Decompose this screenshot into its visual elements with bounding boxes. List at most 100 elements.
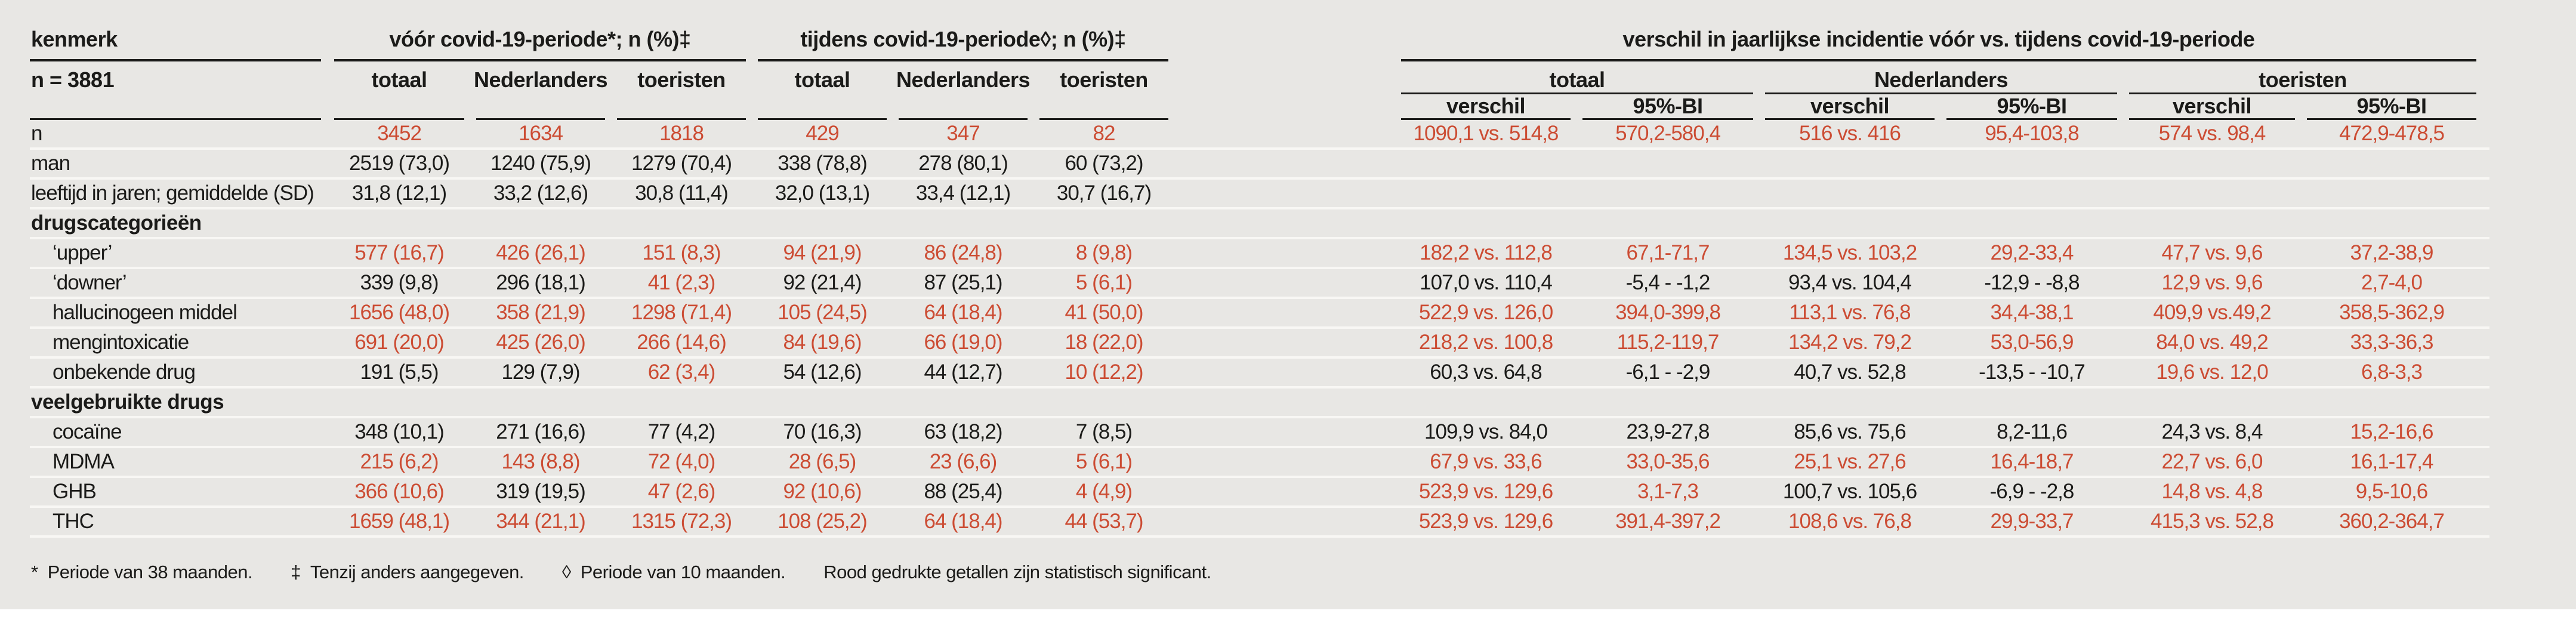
value-cell: 366 (10,6) xyxy=(354,480,445,503)
value-cell: 15,2-16,6 xyxy=(2350,420,2434,443)
value-cell: 70 (16,3) xyxy=(783,420,862,443)
value-cell: 296 (18,1) xyxy=(496,271,586,294)
value-cell: 134,5 vs. 103,2 xyxy=(1782,241,1917,264)
value-cell: 85,6 vs. 75,6 xyxy=(1794,420,1906,443)
table-row: ‘upper’ 577 (16,7) 426 (26,1) 151 (8,3) 94 (… xyxy=(30,239,2489,269)
value-cell: 72 (4,0) xyxy=(647,450,716,473)
value-cell: 8,2-11,6 xyxy=(1997,420,2068,443)
value-cell: 1315 (72,3) xyxy=(631,510,732,533)
value-cell: 1634 xyxy=(519,122,563,145)
value-cell: 23 (6,6) xyxy=(929,450,998,473)
value-cell: 1818 xyxy=(659,122,704,145)
table-row: MDMA 215 (6,2) 143 (8,8) 72 (4,0) 28 (6,5) 23… xyxy=(30,448,2489,478)
value-cell: 360,2-364,7 xyxy=(2339,510,2445,533)
value-cell: 44 (12,7) xyxy=(924,360,1002,384)
value-cell: 1298 (71,4) xyxy=(631,301,732,324)
sample-size-label: n = 3881 xyxy=(30,61,321,120)
value-cell: 415,3 vs. 52,8 xyxy=(2151,510,2274,533)
table-area: kenmerk vóór covid-19-periode*; n (%)‡ t… xyxy=(0,0,2576,609)
footnote-symbol: ◊ xyxy=(562,562,571,582)
row-label: drugscategorieën xyxy=(31,211,202,235)
value-cell: -12,9 - -8,8 xyxy=(1984,271,2080,294)
value-cell: -6,1 - -2,9 xyxy=(1625,360,1711,384)
value-cell: 358,5-362,9 xyxy=(2339,301,2445,324)
value-cell: 10 (12,2) xyxy=(1065,360,1143,384)
row-label: MDMA xyxy=(53,450,115,473)
value-cell: 191 (5,5) xyxy=(360,360,439,384)
value-cell: 107,0 vs. 110,4 xyxy=(1420,271,1553,294)
value-cell: 358 (21,9) xyxy=(496,301,586,324)
value-cell: 88 (25,4) xyxy=(924,480,1002,503)
value-cell: 84,0 vs. 49,2 xyxy=(2156,331,2268,354)
row-label: veelgebruikte drugs xyxy=(31,390,224,414)
value-cell: 1279 (70,4) xyxy=(631,152,732,175)
row-label: mengintoxicatie xyxy=(53,331,189,354)
value-cell: 29,2-33,4 xyxy=(1990,241,2074,264)
footnote-part: ‡ Tenzij anders aangegeven. xyxy=(291,562,524,583)
leaf-header-verschil: verschil xyxy=(2129,94,2295,120)
row-label: cocaïne xyxy=(53,420,122,443)
value-cell: 82 xyxy=(1093,122,1116,145)
value-cell: 8 (9,8) xyxy=(1075,241,1133,264)
footnote: * Periode van 38 maanden. ‡ Tenzij anders a… xyxy=(30,562,2489,583)
footnote-part: ◊ Periode van 10 maanden. xyxy=(562,562,786,583)
value-cell: 115,2-119,7 xyxy=(1616,331,1720,354)
value-cell: 30,8 (11,4) xyxy=(635,181,729,205)
column-header-kenmerk: kenmerk xyxy=(30,0,321,61)
value-cell: 60 (73,2) xyxy=(1065,152,1143,175)
value-cell: 218,2 vs. 100,8 xyxy=(1418,331,1553,354)
value-cell: 53,0-56,9 xyxy=(1990,331,2074,354)
value-cell: 33,0-35,6 xyxy=(1626,450,1710,473)
value-cell: 14,8 vs. 4,8 xyxy=(2161,480,2263,503)
value-cell: 62 (3,4) xyxy=(647,360,716,384)
value-cell: 33,3-36,3 xyxy=(2350,331,2434,354)
value-cell: 32,0 (13,1) xyxy=(775,181,870,205)
table-row: mengintoxicatie 691 (20,0) 425 (26,0) 266 (… xyxy=(30,329,2489,359)
footnote-text: Periode van 10 maanden. xyxy=(580,562,786,582)
row-label: hallucinogeen middel xyxy=(53,301,237,324)
value-cell: -13,5 - -10,7 xyxy=(1979,360,2086,384)
value-cell: 472,9-478,5 xyxy=(2339,122,2445,145)
diff-group-nederlanders: Nederlanders xyxy=(1765,61,2117,94)
footnote-text: Periode van 38 maanden. xyxy=(47,562,253,582)
value-cell: 426 (26,1) xyxy=(496,241,586,264)
subheader-before-toeristen: toeristen xyxy=(617,61,746,120)
footnote-symbol: ‡ xyxy=(291,562,301,582)
value-cell: 574 vs. 98,4 xyxy=(2158,122,2266,145)
value-cell: 87 (25,1) xyxy=(924,271,1002,294)
value-cell: 29,9-33,7 xyxy=(1990,510,2074,533)
value-cell: 266 (14,6) xyxy=(637,331,727,354)
row-label: man xyxy=(31,152,70,175)
value-cell: 64 (18,4) xyxy=(924,510,1002,533)
value-cell: 47 (2,6) xyxy=(647,480,716,503)
value-cell: 394,0-399,8 xyxy=(1615,301,1721,324)
table-row: ‘downer’ 339 (9,8) 296 (18,1) 41 (2,3) 92 (2… xyxy=(30,269,2489,299)
value-cell: 16,4-18,7 xyxy=(1990,450,2074,473)
subheader-during-nederlanders: Nederlanders xyxy=(896,61,1031,120)
value-cell: 1090,1 vs. 514,8 xyxy=(1413,122,1559,145)
subheader-before-totaal: totaal xyxy=(334,61,464,120)
value-cell: 41 (2,3) xyxy=(647,271,716,294)
value-cell: 1656 (48,0) xyxy=(348,301,450,324)
row-label: THC xyxy=(53,510,94,533)
value-cell: 44 (53,7) xyxy=(1065,510,1143,533)
row-label: n xyxy=(31,122,42,145)
value-cell: 522,9 vs. 126,0 xyxy=(1418,301,1553,324)
value-cell: 391,4-397,2 xyxy=(1615,510,1721,533)
value-cell: 7 (8,5) xyxy=(1075,420,1133,443)
value-cell: 30,7 (16,7) xyxy=(1056,181,1152,205)
value-cell: 344 (21,1) xyxy=(496,510,586,533)
value-cell: 40,7 vs. 52,8 xyxy=(1794,360,1906,384)
value-cell: 577 (16,7) xyxy=(354,241,445,264)
value-cell: 34,4-38,1 xyxy=(1990,301,2074,324)
row-label: ‘upper’ xyxy=(53,241,112,264)
value-cell: 2519 (73,0) xyxy=(348,152,450,175)
value-cell: 516 vs. 416 xyxy=(1799,122,1901,145)
value-cell: 215 (6,2) xyxy=(360,450,439,473)
value-cell: 134,2 vs. 79,2 xyxy=(1788,331,1912,354)
value-cell: 23,9-27,8 xyxy=(1626,420,1710,443)
footnote-symbol: * xyxy=(31,562,38,582)
value-cell: 33,4 (12,1) xyxy=(915,181,1011,205)
row-label: GHB xyxy=(53,480,97,503)
value-cell: 2,7-4,0 xyxy=(2361,271,2423,294)
